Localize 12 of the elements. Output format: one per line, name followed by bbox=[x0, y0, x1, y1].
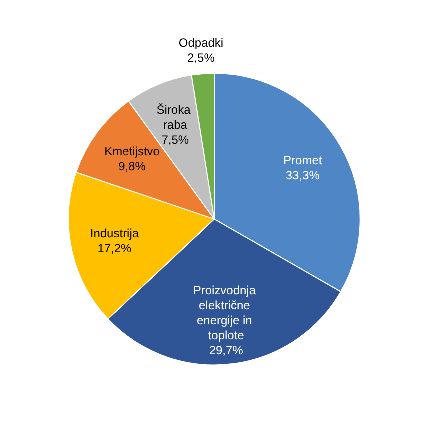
slice-label: Promet bbox=[284, 154, 323, 168]
slice-label: Industrija bbox=[90, 226, 140, 240]
data-label: 17,2% bbox=[98, 241, 132, 256]
slice-label: Odpadki bbox=[178, 36, 224, 50]
data-label: 2,5% bbox=[188, 51, 216, 66]
slice-label: Proizvodnja električne energije in toplote bbox=[193, 284, 260, 343]
data-label: 29,7% bbox=[209, 344, 244, 358]
data-label: 9,8% bbox=[118, 159, 146, 174]
slice-label: Kmetijstvo bbox=[104, 144, 160, 158]
data-label: 7,5% bbox=[162, 132, 190, 147]
slice-label: Široka raba bbox=[156, 102, 194, 132]
data-label: 33,3% bbox=[286, 168, 320, 183]
